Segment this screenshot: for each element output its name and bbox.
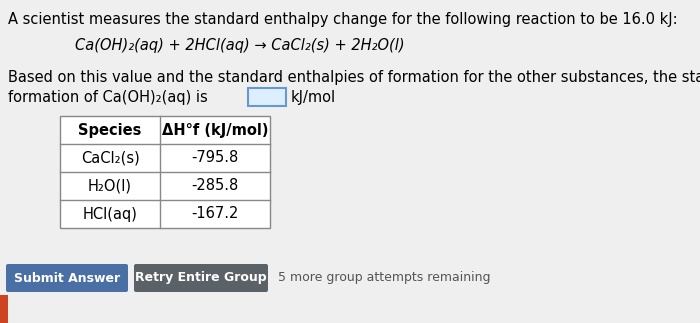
Text: -167.2: -167.2 (191, 206, 239, 222)
FancyBboxPatch shape (134, 264, 268, 292)
FancyBboxPatch shape (248, 88, 286, 106)
Text: -795.8: -795.8 (191, 151, 239, 165)
Text: kJ/mol: kJ/mol (291, 90, 336, 105)
Text: H₂O(l): H₂O(l) (88, 179, 132, 193)
Text: 5 more group attempts remaining: 5 more group attempts remaining (278, 272, 491, 285)
Text: Based on this value and the standard enthalpies of formation for the other subst: Based on this value and the standard ent… (8, 70, 700, 85)
Bar (60, 116, 270, 228)
Text: HCl(aq): HCl(aq) (83, 206, 137, 222)
Text: ΔH°f (kJ/mol): ΔH°f (kJ/mol) (162, 122, 268, 138)
Text: Submit Answer: Submit Answer (14, 272, 120, 285)
Text: Retry Entire Group: Retry Entire Group (135, 272, 267, 285)
Text: CaCl₂(s): CaCl₂(s) (80, 151, 139, 165)
Text: formation of Ca(OH)₂(aq) is: formation of Ca(OH)₂(aq) is (8, 90, 208, 105)
Text: -285.8: -285.8 (191, 179, 239, 193)
Text: Ca(OH)₂(aq) + 2HCl(aq) → CaCl₂(s) + 2H₂O(l): Ca(OH)₂(aq) + 2HCl(aq) → CaCl₂(s) + 2H₂O… (75, 38, 405, 53)
FancyBboxPatch shape (6, 264, 128, 292)
Text: A scientist measures the standard enthalpy change for the following reaction to : A scientist measures the standard enthal… (8, 12, 678, 27)
Bar (0, 295, 8, 323)
Bar (60, 116, 270, 228)
Text: Species: Species (78, 122, 141, 138)
